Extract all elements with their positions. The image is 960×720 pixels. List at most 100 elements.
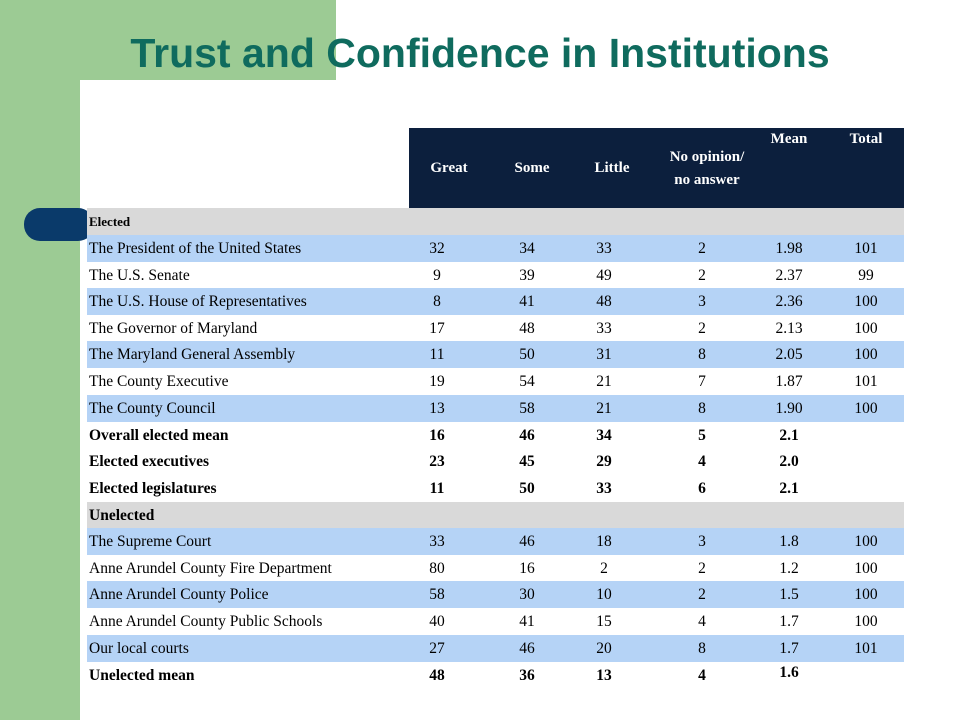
green-top-band [80,0,336,80]
table-row: The Maryland General Assembly 11 50 31 8… [87,341,904,368]
row-total: 100 [854,613,878,630]
row-great: 23 [429,453,445,470]
col-no-opinion-line2: no answer [674,172,740,188]
row-some: 45 [519,453,535,470]
row-name: Unelected mean [89,667,195,684]
row-name: Overall elected mean [89,427,229,444]
row-no-opinion: 8 [698,346,706,363]
row-some: 34 [519,240,535,257]
row-no-opinion: 8 [698,400,706,417]
row-name: The Maryland General Assembly [89,346,296,363]
row-mean: 2.0 [779,453,799,470]
row-some: 39 [519,267,535,284]
row-mean: 1.7 [779,640,799,657]
row-little: 13 [596,667,612,684]
row-little: 49 [596,267,612,284]
row-total: 100 [854,586,878,603]
row-name: Anne Arundel County Public Schools [89,613,323,630]
row-some: 50 [519,346,535,363]
row-some: 48 [519,320,535,337]
row-mean: 2.05 [775,346,803,363]
row-little: 10 [596,586,612,603]
row-great: 19 [429,373,445,390]
row-great: 27 [429,640,445,657]
row-little: 33 [596,320,612,337]
row-little: 48 [596,293,612,310]
row-some: 50 [519,480,535,497]
row-name: The Supreme Court [89,533,212,550]
row-mean: 1.8 [779,533,799,550]
row-name: Anne Arundel County Police [89,586,269,603]
row-total [836,475,896,502]
col-some: Some [514,160,550,176]
row-mean: 2.36 [775,293,803,310]
table-row: Our local courts 27 46 20 8 1.7 101 [87,635,904,662]
row-total: 101 [854,373,878,390]
row-little: 18 [596,533,612,550]
row-name: Our local courts [89,640,189,657]
row-little: 15 [596,613,612,630]
row-great: 9 [433,267,441,284]
table-row: The U.S. Senate 9 39 49 2 2.37 99 [87,262,904,289]
row-mean: 2.13 [775,320,803,337]
row-some: 16 [519,560,535,577]
row-mean: 2.37 [775,267,803,284]
row-no-opinion: 3 [698,293,706,310]
row-little: 33 [596,240,612,257]
row-great: 58 [429,586,445,603]
row-great: 13 [429,400,445,417]
row-some: 46 [519,427,535,444]
col-little: Little [594,160,630,176]
table-row: The County Council 13 58 21 8 1.90 100 [87,395,904,422]
row-name: Elected executives [89,453,210,470]
row-no-opinion: 7 [698,373,706,390]
row-little: 20 [596,640,612,657]
table-row: The U.S. House of Representatives 8 41 4… [87,288,904,315]
row-total: 100 [854,293,878,310]
page-title: Trust and Confidence in Institutions [130,30,830,76]
rounded-corner [80,80,140,140]
table-row: The Supreme Court 33 46 18 3 1.8 100 [87,528,904,555]
row-no-opinion: 8 [698,640,706,657]
row-mean: 1.2 [779,560,799,577]
col-no-opinion: No opinion/ no answer [647,146,767,192]
row-great: 48 [429,667,445,684]
row-no-opinion: 6 [698,480,706,497]
table-header: Great Some Little No opinion/ no answer … [409,128,904,208]
row-name: The County Council [89,400,216,417]
row-total [836,422,896,449]
row-some: 30 [519,586,535,603]
row-mean: 1.90 [775,400,803,417]
row-great: 11 [429,346,445,363]
row-total: 100 [854,346,878,363]
table-row: Unelected mean 48 36 13 4 1.6 [87,662,904,689]
row-no-opinion: 2 [698,320,706,337]
row-name: Anne Arundel County Fire Department [89,560,332,577]
table-row: The County Executive 19 54 21 7 1.87 101 [87,368,904,395]
col-great: Great [430,160,468,176]
row-great: 8 [433,293,441,310]
row-mean: 1.98 [775,240,803,257]
row-name: The Governor of Maryland [89,320,258,337]
col-total: Total [849,131,883,147]
green-side-bar [0,0,80,720]
row-great: 11 [429,480,445,497]
row-little: 34 [596,427,612,444]
table-row: Overall elected mean 16 46 34 5 2.1 [87,422,904,449]
row-great: 33 [429,533,445,550]
section-unelected: Unelected [87,502,904,529]
decorative-pill [24,208,94,241]
row-name: The County Executive [89,373,229,390]
col-no-opinion-line1: No opinion/ [669,149,745,165]
section-elected: Elected [87,208,904,235]
row-total: 100 [854,320,878,337]
row-total: 100 [854,400,878,417]
row-name: The U.S. Senate [89,267,190,284]
row-name: The U.S. House of Representatives [89,293,307,310]
row-total: 100 [854,560,878,577]
table-row: The Governor of Maryland 17 48 33 2 2.13… [87,315,904,342]
row-no-opinion: 3 [698,533,706,550]
row-total: 100 [854,533,878,550]
row-little: 21 [596,400,612,417]
row-mean: 2.1 [779,427,799,444]
